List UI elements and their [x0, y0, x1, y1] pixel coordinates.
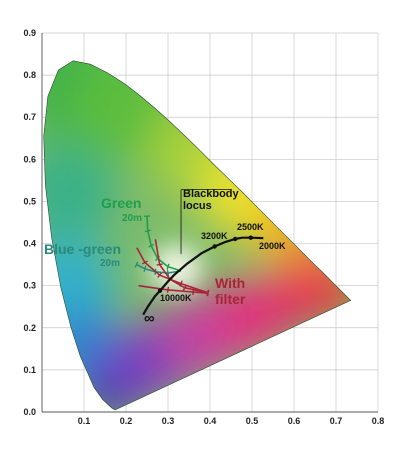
- label-2000k: 2000K: [259, 241, 286, 251]
- spectral-locus-outline: [43, 60, 352, 411]
- x-tick-label: 0.4: [204, 416, 217, 426]
- color-blob: [43, 145, 116, 242]
- blackbody-locus-line: [142, 236, 264, 316]
- y-tick-label: 0.1: [23, 365, 36, 375]
- y-tick-label: 0.8: [23, 70, 36, 80]
- y-tick-label: 0.9: [23, 28, 36, 38]
- cct-point: [157, 288, 163, 293]
- y-tick-label: 0.4: [23, 239, 36, 249]
- cct-point: [212, 244, 217, 249]
- label-with: With: [215, 275, 245, 291]
- with-filter-tick: [206, 289, 210, 296]
- y-tick-label: 0.7: [23, 112, 36, 122]
- curves: [134, 189, 264, 316]
- cct-point: [248, 235, 253, 240]
- green-tick: [166, 263, 170, 270]
- y-tick-label: 0.0: [23, 407, 36, 417]
- green-curve: [146, 216, 182, 272]
- x-tick-label: 0.1: [78, 416, 91, 426]
- x-tick-label: 0.7: [330, 416, 343, 426]
- y-tick-label: 0.5: [23, 196, 36, 206]
- gamut-fill: [43, 60, 351, 410]
- label-blue-green: Blue -green: [44, 241, 121, 257]
- label-10000k: 10000K: [160, 293, 192, 303]
- label-blackbody: Blackbody: [183, 188, 240, 200]
- x-tick-label: 0.5: [246, 416, 259, 426]
- color-blob: [272, 264, 333, 325]
- label-locus: locus: [183, 200, 212, 212]
- with-filter-tick: [141, 260, 148, 265]
- color-blob: [214, 277, 290, 354]
- blue-green-tick: [166, 269, 170, 277]
- with-filter-tick: [156, 263, 163, 266]
- green-tick: [144, 229, 151, 233]
- axes: 0.1 0.2 0.3 0.4 0.5 0.6 0.7 0.8 0.0 0.1 0.2 0.3 0.4 0…: [23, 28, 384, 426]
- with-filter-curve: [138, 284, 208, 294]
- x-tick-label: 0.6: [288, 416, 301, 426]
- label-3200k: 3200K: [201, 231, 228, 241]
- label-infinity: ∞: [144, 310, 155, 327]
- y-tick-label: 0.6: [23, 154, 36, 164]
- green-tick: [148, 243, 155, 248]
- color-gamut: [43, 60, 352, 411]
- x-tick-label: 0.3: [162, 416, 175, 426]
- with-filter-tick: [157, 272, 163, 278]
- label-blue-green-20m: 20m: [100, 258, 120, 269]
- blue-green-tick: [143, 265, 147, 272]
- x-tick-label: 0.8: [372, 416, 385, 426]
- label-green-20m: 20m: [122, 213, 142, 224]
- with-filter-tick: [182, 284, 187, 291]
- x-tick-label: 0.2: [120, 416, 133, 426]
- y-tick-label: 0.2: [23, 323, 36, 333]
- y-tick-label: 0.3: [23, 281, 36, 291]
- with-filter-tick: [166, 286, 170, 293]
- label-green: Green: [101, 195, 141, 211]
- blue-green-tick: [134, 261, 139, 268]
- label-2500k: 2500K: [237, 222, 264, 232]
- label-filter: filter: [215, 291, 246, 307]
- cct-point: [233, 236, 238, 242]
